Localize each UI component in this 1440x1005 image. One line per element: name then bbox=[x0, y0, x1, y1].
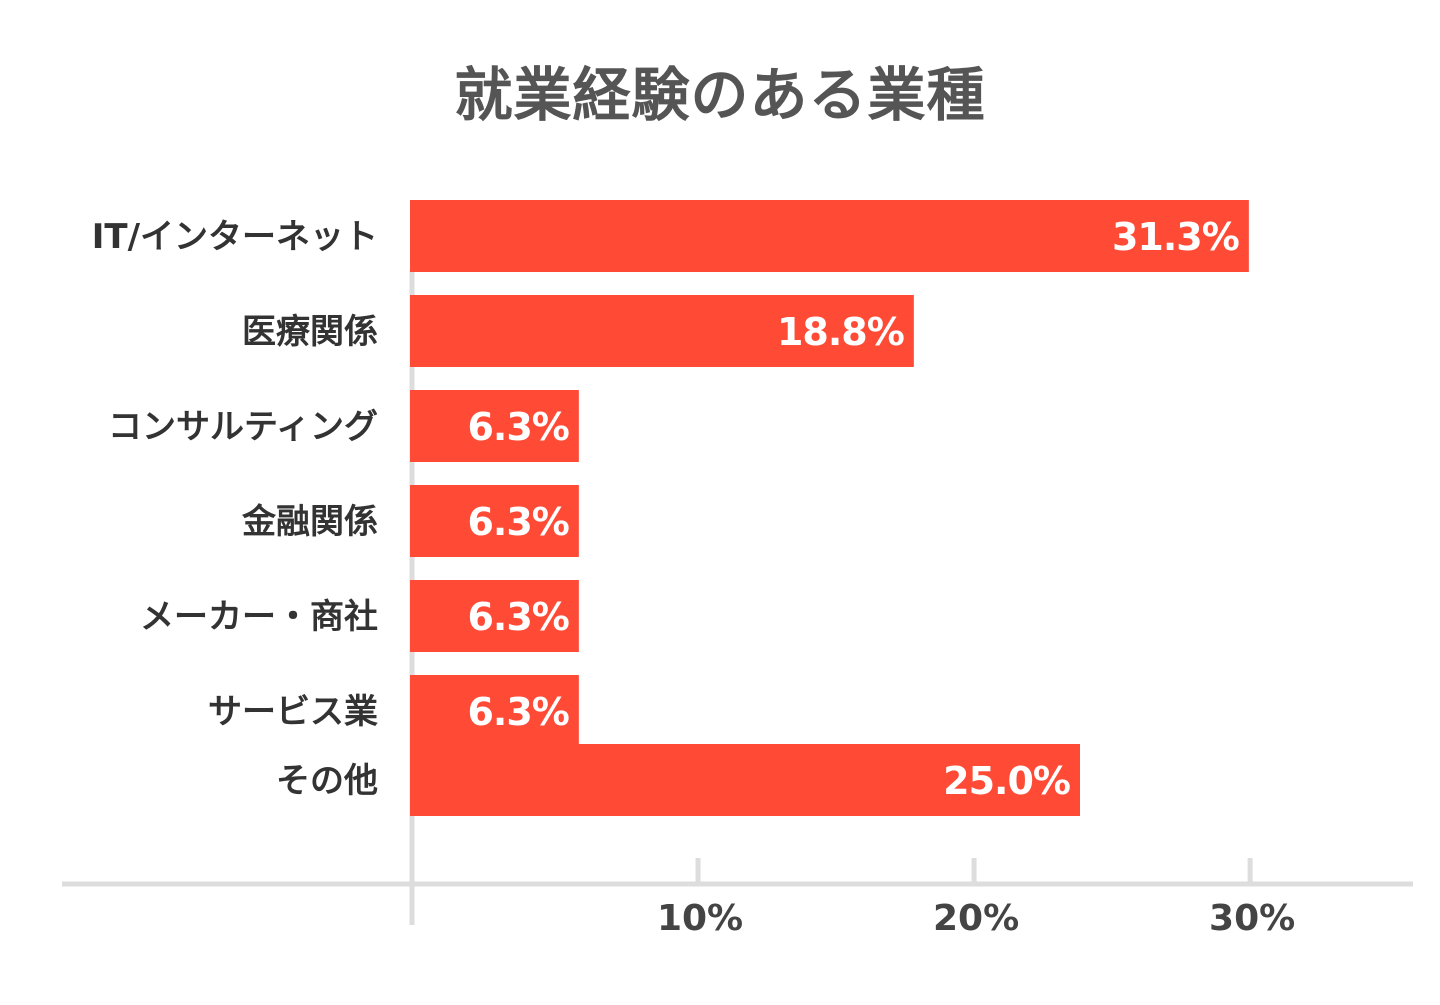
category-label: サービス業 bbox=[208, 692, 378, 732]
bar bbox=[410, 390, 579, 462]
chart-title: 就業経験のある業種 bbox=[454, 61, 986, 129]
x-tick-label: 20% bbox=[933, 898, 1019, 939]
bar bbox=[410, 200, 1249, 272]
bar bbox=[410, 485, 579, 557]
bar bbox=[410, 580, 579, 652]
category-label: 医療関係 bbox=[242, 312, 378, 352]
x-tick-label: 10% bbox=[657, 898, 743, 939]
category-label: コンサルティング bbox=[108, 407, 378, 447]
value-label: 31.3% bbox=[1112, 215, 1239, 259]
value-label: 6.3% bbox=[467, 405, 568, 449]
category-label: メーカー・商社 bbox=[140, 597, 378, 637]
value-label: 18.8% bbox=[777, 310, 904, 354]
category-label: IT/インターネット bbox=[92, 217, 378, 257]
x-tick-label: 30% bbox=[1209, 898, 1295, 939]
bar bbox=[410, 744, 1080, 816]
category-label: 金融関係 bbox=[241, 502, 378, 542]
bar bbox=[410, 675, 579, 747]
value-label: 6.3% bbox=[467, 595, 568, 639]
value-label: 25.0% bbox=[943, 759, 1070, 803]
category-label: その他 bbox=[276, 761, 378, 801]
bar bbox=[410, 295, 914, 367]
value-label: 6.3% bbox=[467, 690, 568, 734]
value-label: 6.3% bbox=[467, 500, 568, 544]
